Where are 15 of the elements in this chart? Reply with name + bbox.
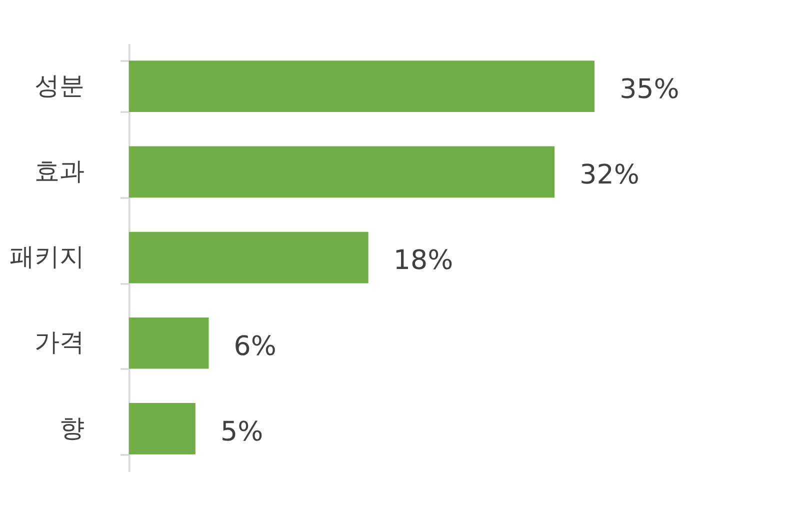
data-label: 6% xyxy=(234,330,276,362)
y-tick-label: 가격 xyxy=(34,328,85,357)
y-tick-label: 효과 xyxy=(34,156,85,186)
data-label: 18% xyxy=(393,245,454,276)
bar xyxy=(128,403,196,454)
bar xyxy=(128,232,368,284)
bar xyxy=(128,146,555,198)
y-tick-label: 성분 xyxy=(34,70,85,100)
data-label: 35% xyxy=(620,74,680,105)
bar xyxy=(128,317,209,369)
y-tick-label: 향 xyxy=(60,413,85,442)
data-label: 5% xyxy=(220,416,264,448)
y-tick-label: 패키지 xyxy=(10,242,85,272)
data-label: 32% xyxy=(580,160,640,191)
bar xyxy=(128,60,595,112)
